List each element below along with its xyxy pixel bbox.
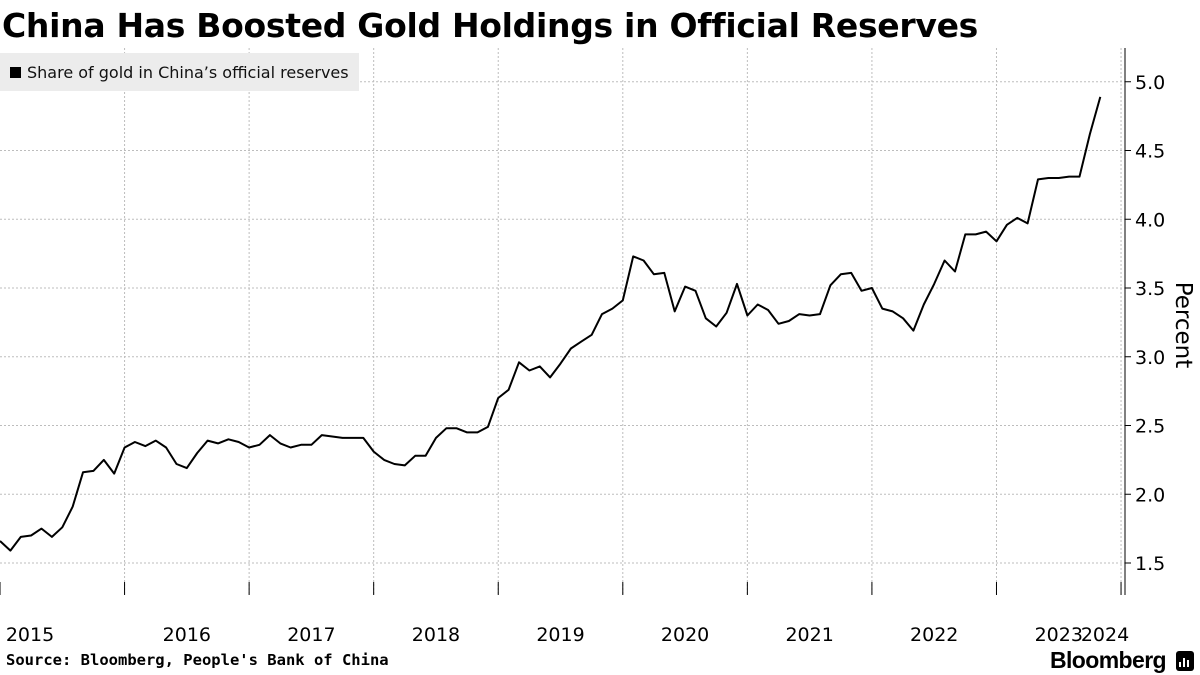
series-line-0 xyxy=(0,96,1102,552)
x-tick-label: 2020 xyxy=(661,624,709,646)
x-tick-label: 2018 xyxy=(412,624,460,646)
x-tick-label: 2022 xyxy=(910,624,958,646)
bloomberg-logo-text: Bloomberg xyxy=(1050,647,1167,673)
source-note: Source: Bloomberg, People's Bank of Chin… xyxy=(6,651,389,669)
y-tick-label: 5.0 xyxy=(1135,72,1165,94)
chart-title: China Has Boosted Gold Holdings in Offic… xyxy=(2,6,978,45)
x-tick-label: 2019 xyxy=(536,624,584,646)
y-tick-label: 2.0 xyxy=(1135,484,1165,506)
axis-layer xyxy=(0,48,1131,595)
y-tick-label: 2.5 xyxy=(1135,416,1165,438)
x-tick-label: 2021 xyxy=(785,624,833,646)
series-layer xyxy=(0,96,1102,552)
label-layer: 1.5 2.0 2.5 3.0 3.5 4.0 4.5 5.0 2015 2016 2017 2018… xyxy=(6,72,1196,646)
y-tick-label: 3.5 xyxy=(1135,278,1165,300)
legend-swatch xyxy=(10,66,21,78)
y-tick-label: 4.0 xyxy=(1135,209,1165,231)
y-tick-label: 3.0 xyxy=(1135,347,1165,369)
grid-layer xyxy=(0,48,1125,595)
x-tick-label: 2016 xyxy=(163,624,211,646)
y-tick-label: 4.5 xyxy=(1135,141,1165,163)
x-tick-label: 2024 xyxy=(1081,624,1129,646)
y-axis-title: Percent xyxy=(1170,282,1196,369)
y-tick-label: 1.5 xyxy=(1135,553,1165,575)
x-tick-label: 2015 xyxy=(6,624,54,646)
chart-legend: Share of gold in China’s official reserv… xyxy=(0,53,359,91)
legend-label: Share of gold in China’s official reserv… xyxy=(27,62,349,82)
bloomberg-terminal-icon xyxy=(1176,651,1194,671)
x-tick-label: 2023 xyxy=(1035,624,1083,646)
x-tick-label: 2017 xyxy=(287,624,335,646)
